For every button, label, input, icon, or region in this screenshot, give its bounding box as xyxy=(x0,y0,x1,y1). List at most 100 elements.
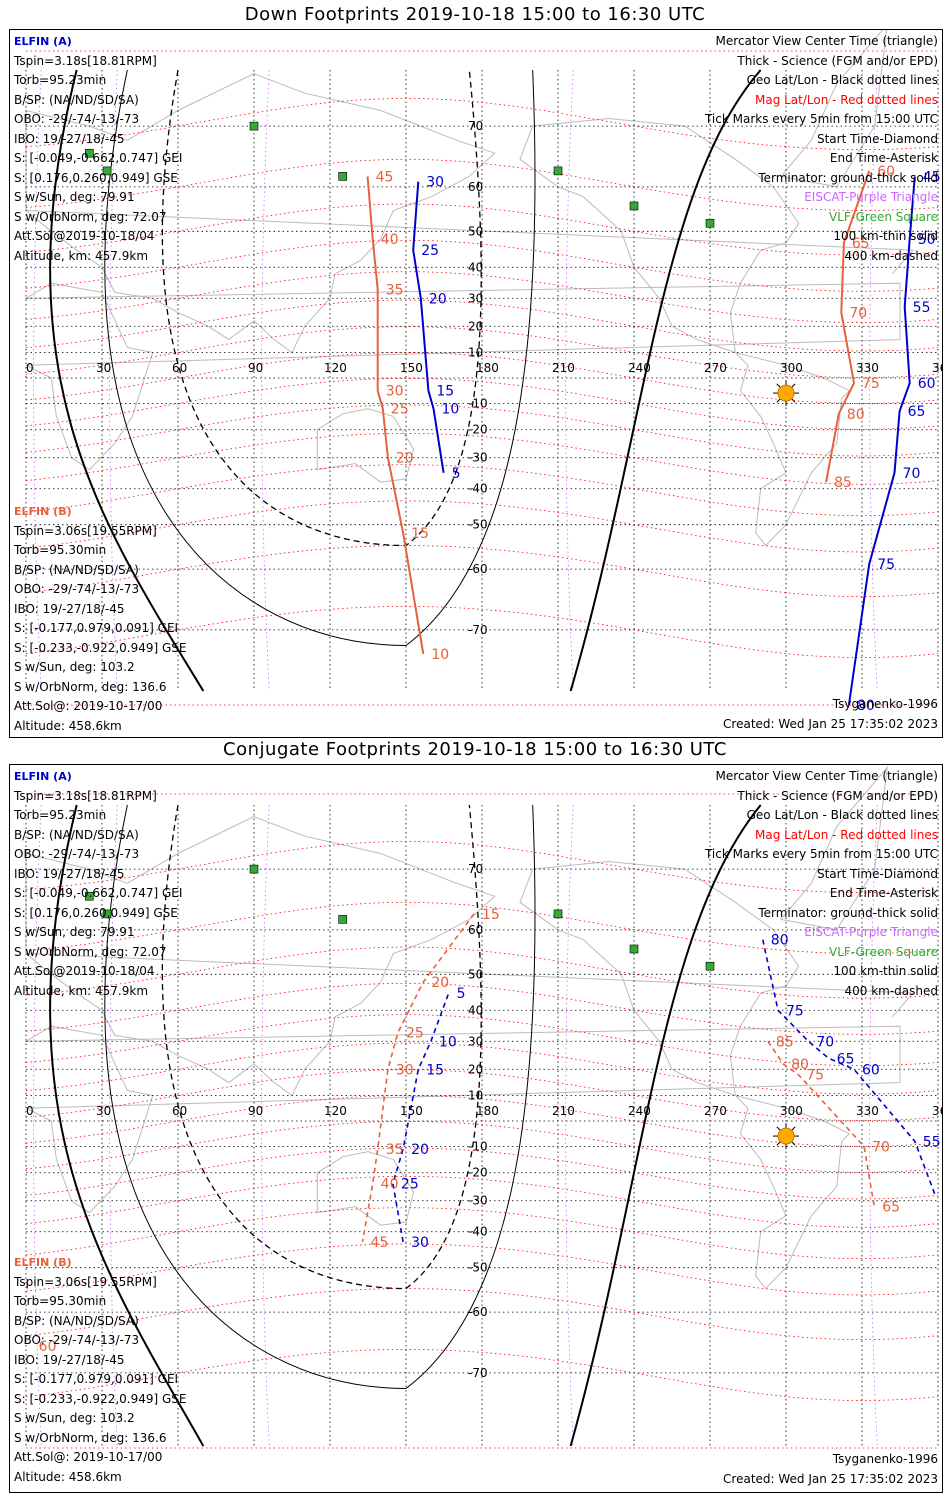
lat-tick-label: 20 xyxy=(468,319,483,333)
coastline xyxy=(25,953,914,1018)
track-tick-label: 45 xyxy=(376,169,394,185)
mag-parallel xyxy=(25,239,939,292)
legend-line: 400 km-dashed xyxy=(844,983,938,998)
track-tick-label: 25 xyxy=(391,402,409,418)
legend-line: Start Time-Diamond xyxy=(816,866,938,881)
terminator-ground xyxy=(49,69,205,692)
mag-parallel xyxy=(25,500,939,553)
mag-parallel xyxy=(25,1069,939,1122)
track-tick-label: 50 xyxy=(918,232,936,248)
mag-meridians xyxy=(33,69,878,692)
mag-meridian xyxy=(869,69,878,692)
lon-tick-label: 240 xyxy=(628,1104,651,1118)
lat-tick-label: 70 xyxy=(468,119,483,133)
mag-meridian xyxy=(261,804,270,1447)
vlf-green-square xyxy=(102,909,112,919)
elfin-a-info-line: IBO: 19/-27/18/-45 xyxy=(14,866,125,881)
track-tick-label: 25 xyxy=(421,243,439,259)
mag-parallel xyxy=(25,840,939,894)
mag-parallel xyxy=(25,404,939,457)
model-label: Tsyganenko-1996 xyxy=(832,697,938,711)
elfin-a-info-line: Torb=95.23min xyxy=(14,73,107,87)
elfin-a-track: 3025201510580757065605550 xyxy=(392,933,941,1251)
track-tick-label: 35 xyxy=(386,1142,404,1158)
lat-tick-label: 40 xyxy=(468,260,483,274)
legend-line: Tick Marks every 5min from 15:00 UTC xyxy=(704,847,938,861)
track-tick-label: 45 xyxy=(923,169,941,185)
terminator-400km xyxy=(161,69,482,547)
elfin-a-info-line: Altitude, km: 457.9km xyxy=(14,983,149,998)
elfin-b-info-line: Att.Sol@: 2019-10-17/00 xyxy=(14,1450,163,1464)
vlf-green-square xyxy=(249,121,259,131)
track-tick-label: 70 xyxy=(903,466,921,482)
elfin-b-info-line: S w/Sun, deg: 103.2 xyxy=(14,660,135,674)
terminator-100km xyxy=(104,69,536,646)
conjugate-footprints-panel: 0 30 60 90 120 150 180 210 240 270 300 330 360 70 60 50… xyxy=(9,764,943,1493)
coastline xyxy=(24,282,901,471)
legend-line: Tick Marks every 5min from 15:00 UTC xyxy=(704,112,938,126)
track-tick-label: 15 xyxy=(411,526,429,542)
track-tick-label: 65 xyxy=(852,236,870,252)
track-tick-label: 65 xyxy=(908,404,926,420)
track-tick-label: 60 xyxy=(862,1062,880,1078)
track-tick-label: 65 xyxy=(837,1051,855,1067)
track-tick-label: 80 xyxy=(791,1057,809,1073)
vlf-green-square xyxy=(102,166,112,176)
elfin-b-info-line: Torb=95.30min xyxy=(14,543,107,557)
vlf-green-square xyxy=(553,166,563,176)
mag-parallel xyxy=(25,982,939,1035)
elfin-a-info-line: OBO: -29/-74/-13/-73 xyxy=(14,112,140,126)
map-canvas: 0 30 60 90 120 150 180 210 240 270 300 330 360 70 60 50… xyxy=(24,30,942,714)
track-tick-label: 15 xyxy=(482,907,500,923)
vlf-green-square xyxy=(629,944,639,954)
mag-meridian xyxy=(109,69,118,692)
footprint-line xyxy=(767,1040,876,1207)
elfin-b-track: 45 40 35 30 25 20 15 10 60 65 70 75 80 85 xyxy=(366,164,895,663)
model-label: Tsyganenko-1996 xyxy=(832,1452,938,1466)
lon-tick-label: 60 xyxy=(172,361,187,375)
elfin-b-info-line: S w/OrbNorm, deg: 136.6 xyxy=(14,679,167,694)
sun-icon xyxy=(773,380,799,407)
vlf-green-square xyxy=(553,909,563,919)
track-tick-label: 85 xyxy=(834,475,852,491)
mag-parallel xyxy=(25,326,939,379)
mag-parallel xyxy=(25,377,939,430)
legend-line: EISCAT-Purple Triangle xyxy=(804,925,938,939)
lon-tick-label: 300 xyxy=(780,361,803,375)
lon-tick-label: 330 xyxy=(856,361,879,375)
track-tick-label: 60 xyxy=(39,1339,57,1355)
lat-tick-label: 10 xyxy=(468,1089,483,1103)
track-tick-label: 10 xyxy=(439,1034,457,1050)
lon-tick-label: 180 xyxy=(476,361,499,375)
mag-meridian xyxy=(565,804,574,1447)
terminator-ground xyxy=(569,69,762,692)
elfin-a-header: ELFIN (A) xyxy=(14,35,72,48)
mag-parallel xyxy=(25,1207,939,1260)
lon-tick-label: 0 xyxy=(26,361,34,375)
elfin-b-info-line: OBO: -29/-74/-13/-73 xyxy=(14,1333,140,1347)
legend-line: End Time-Asterisk xyxy=(829,151,938,165)
legend-line: End Time-Asterisk xyxy=(829,886,938,900)
lat-tick-label: 60 xyxy=(468,180,483,194)
terminator-100km xyxy=(104,804,536,1389)
track-tick-label: 70 xyxy=(816,1034,834,1050)
coastlines xyxy=(24,765,914,1290)
lon-tick-label: 90 xyxy=(248,1104,263,1118)
lon-tick-label: 30 xyxy=(96,361,111,375)
track-tick-label: 25 xyxy=(401,1177,419,1193)
vlf-green-square xyxy=(85,891,94,901)
elfin-b-info-line: Torb=95.30min xyxy=(14,1294,107,1308)
mag-meridian xyxy=(565,69,574,692)
legend-line: 100 km-thin solid xyxy=(833,229,938,243)
mag-parallel xyxy=(25,271,939,324)
down-footprints-panel: 0 30 60 90 120 150 180 210 240 270 300 330 360 70 60 50… xyxy=(9,29,943,738)
lat-tick-label: 50 xyxy=(468,967,483,981)
elfin-b-info-line: Tspin=3.06s[19.55RPM] xyxy=(14,523,157,538)
lat-tick-label: 30 xyxy=(468,291,483,305)
lat-tick-label: -10 xyxy=(468,1139,488,1153)
vlf-green-square xyxy=(629,201,639,211)
elfin-b-header: ELFIN (B) xyxy=(14,1256,72,1269)
mag-parallel xyxy=(25,1243,939,1296)
mag-parallel xyxy=(25,946,939,999)
